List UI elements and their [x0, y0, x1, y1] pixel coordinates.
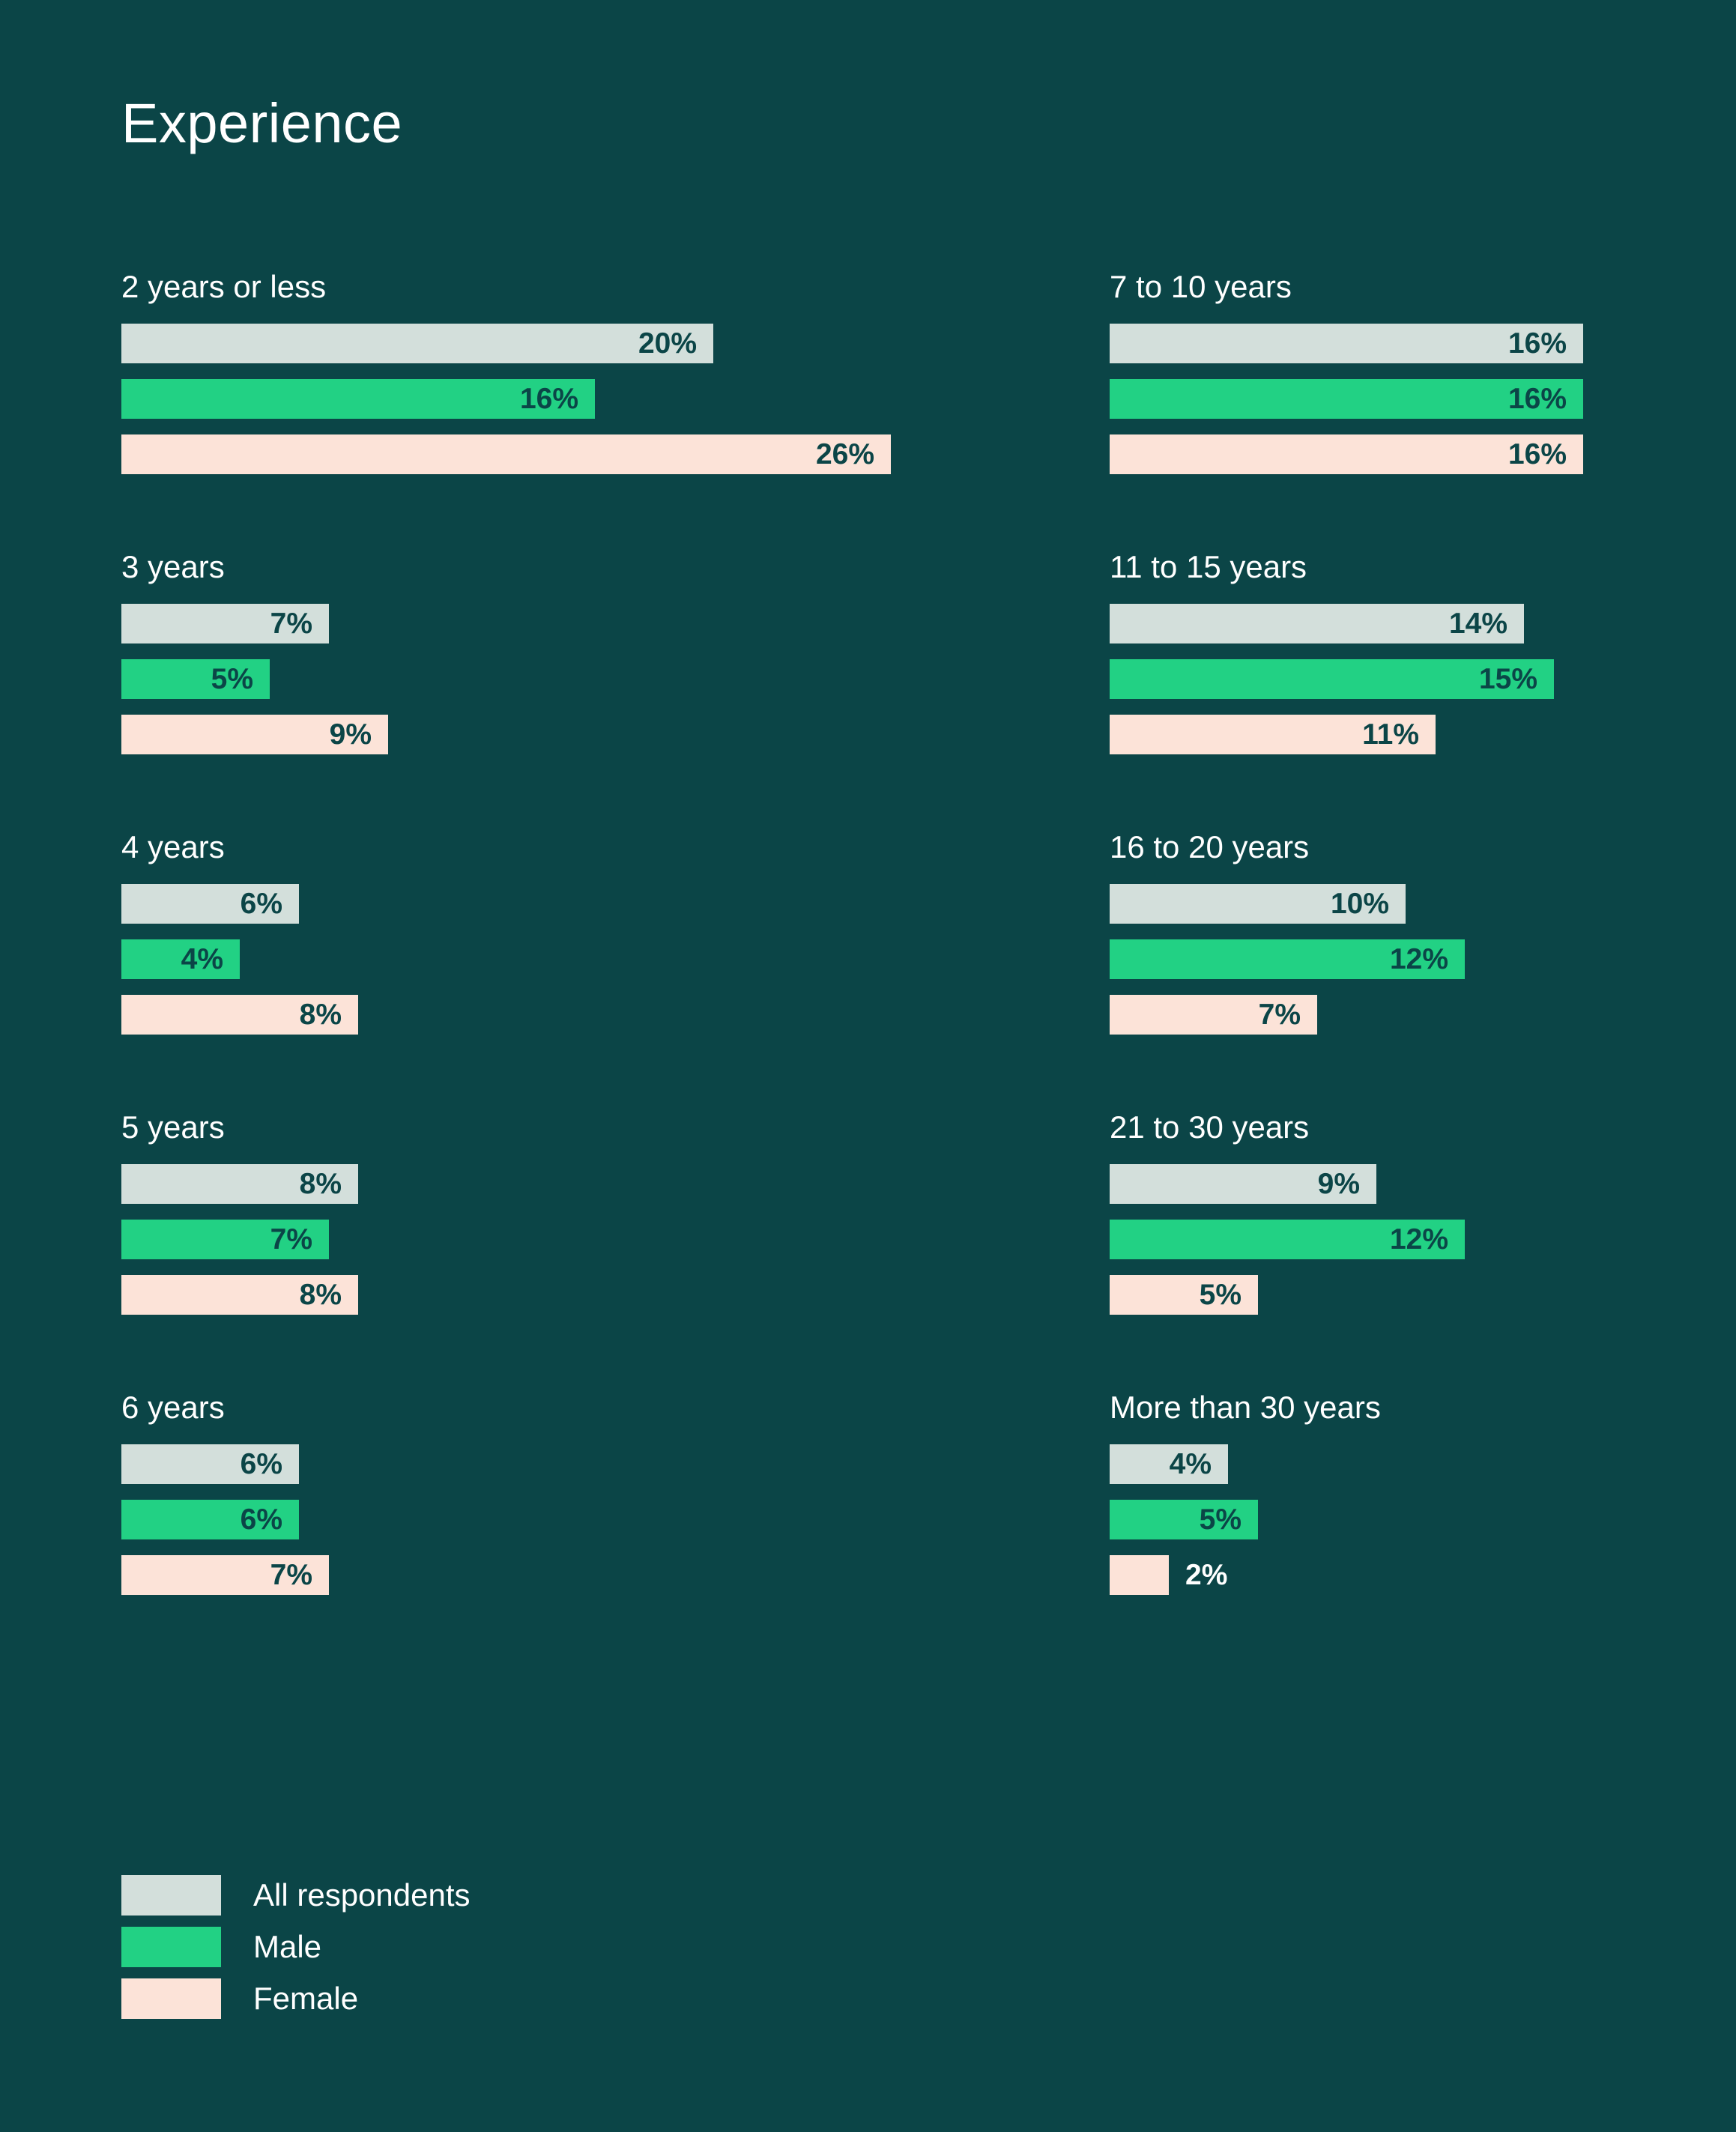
group-5-years: 5 years 8% 7% 8% — [121, 1112, 946, 1315]
bar-value-label: 16% — [1507, 383, 1567, 415]
legend-item-male: Male — [121, 1927, 571, 1967]
bar-female — [1110, 995, 1317, 1035]
bar-all-respondents — [1110, 884, 1406, 924]
legend-label-all-respondents: All respondents — [253, 1877, 471, 1913]
bar-value-label: 4% — [1169, 1448, 1212, 1480]
bar-value-label: 10% — [1330, 888, 1389, 920]
category-label: 16 to 20 years — [1110, 829, 1310, 864]
bar-value-label: 14% — [1448, 608, 1507, 640]
bar-value-label: 6% — [240, 888, 282, 920]
bar-male — [1110, 659, 1554, 699]
bar-all-respondents — [121, 1444, 299, 1484]
bar-value-label: 8% — [299, 1168, 342, 1200]
group-6-years: 6 years 6% 6% 7% — [121, 1392, 946, 1595]
bar-female — [1110, 715, 1436, 754]
legend-swatch-female — [121, 1978, 221, 2019]
category-label: 6 years — [121, 1390, 225, 1425]
bar-all-respondents — [121, 604, 329, 643]
bar-male — [121, 379, 595, 419]
bar-female — [121, 995, 358, 1035]
category-label: 21 to 30 years — [1110, 1109, 1310, 1145]
bar-value-label: 5% — [211, 663, 253, 695]
bar-female — [121, 1555, 329, 1595]
category-label: 11 to 15 years — [1110, 549, 1307, 584]
bar-male — [1110, 1500, 1258, 1539]
bar-value-label: 5% — [1199, 1279, 1241, 1311]
bar-value-label: 16% — [1507, 438, 1567, 470]
category-label: 4 years — [121, 829, 225, 864]
bar-male — [121, 939, 240, 979]
group-4-years: 4 years 6% 4% 8% — [121, 832, 946, 1035]
group-21-to-30-years: 21 to 30 years 9% 12% 5% — [1110, 1112, 1736, 1315]
category-label: More than 30 years — [1110, 1390, 1381, 1425]
bar-value-label: 15% — [1478, 663, 1537, 695]
bar-female — [1110, 1275, 1258, 1315]
bar-all-respondents — [121, 1164, 358, 1204]
bar-value-label: 20% — [638, 327, 697, 360]
page-title: Experience — [121, 92, 403, 154]
bar-female — [121, 715, 388, 754]
group-more-than-30-years: More than 30 years 4% 5% 2% — [1110, 1392, 1736, 1595]
bar-all-respondents — [121, 884, 299, 924]
bar-value-label: 5% — [1199, 1503, 1241, 1536]
legend-swatch-all-respondents — [121, 1875, 221, 1916]
group-2-years-or-less: 2 years or less 20% 16% 26% — [121, 271, 946, 474]
bar-value-label: 26% — [815, 438, 874, 470]
group-16-to-20-years: 16 to 20 years 10% 12% 7% — [1110, 832, 1736, 1035]
bar-female — [1110, 1555, 1169, 1595]
category-label: 3 years — [121, 549, 225, 584]
category-label: 7 to 10 years — [1110, 269, 1292, 304]
bar-value-label: 16% — [519, 383, 578, 415]
bar-value-label: 4% — [181, 943, 223, 975]
group-3-years: 3 years 7% 5% 9% — [121, 551, 946, 754]
bar-value-label: 16% — [1507, 327, 1567, 360]
legend-swatch-male — [121, 1927, 221, 1967]
bar-all-respondents — [121, 324, 713, 363]
category-label: 5 years — [121, 1109, 225, 1145]
bar-value-label: 2% — [1185, 1559, 1228, 1591]
bar-male — [1110, 939, 1465, 979]
bar-value-label: 9% — [1317, 1168, 1360, 1200]
bar-value-label: 8% — [299, 999, 342, 1031]
bar-female — [1110, 434, 1583, 474]
bar-value-label: 6% — [240, 1448, 282, 1480]
bar-value-label: 7% — [270, 1559, 312, 1591]
legend-label-male: Male — [253, 1929, 322, 1964]
bar-all-respondents — [1110, 1164, 1376, 1204]
bar-female — [121, 434, 891, 474]
legend-item-female: Female — [121, 1978, 571, 2019]
bar-female — [121, 1275, 358, 1315]
bar-value-label: 7% — [270, 1223, 312, 1256]
bar-all-respondents — [1110, 324, 1583, 363]
bar-male — [121, 1500, 299, 1539]
legend-item-all-respondents: All respondents — [121, 1875, 571, 1916]
bar-value-label: 7% — [270, 608, 312, 640]
bar-all-respondents — [1110, 604, 1524, 643]
category-label: 2 years or less — [121, 269, 327, 304]
legend-label-female: Female — [253, 1981, 359, 2016]
bar-male — [121, 659, 270, 699]
bar-value-label: 6% — [240, 1503, 282, 1536]
bar-male — [1110, 1220, 1465, 1259]
group-7-to-10-years: 7 to 10 years 16% 16% 16% — [1110, 271, 1736, 474]
bar-value-label: 7% — [1258, 999, 1301, 1031]
bar-all-respondents — [1110, 1444, 1228, 1484]
bar-value-label: 12% — [1389, 1223, 1448, 1256]
bar-value-label: 8% — [299, 1279, 342, 1311]
bar-value-label: 9% — [329, 718, 372, 751]
group-11-to-15-years: 11 to 15 years 14% 15% 11% — [1110, 551, 1736, 754]
bar-male — [121, 1220, 329, 1259]
bar-value-label: 12% — [1389, 943, 1448, 975]
bar-male — [1110, 379, 1583, 419]
bar-value-label: 11% — [1362, 718, 1419, 751]
